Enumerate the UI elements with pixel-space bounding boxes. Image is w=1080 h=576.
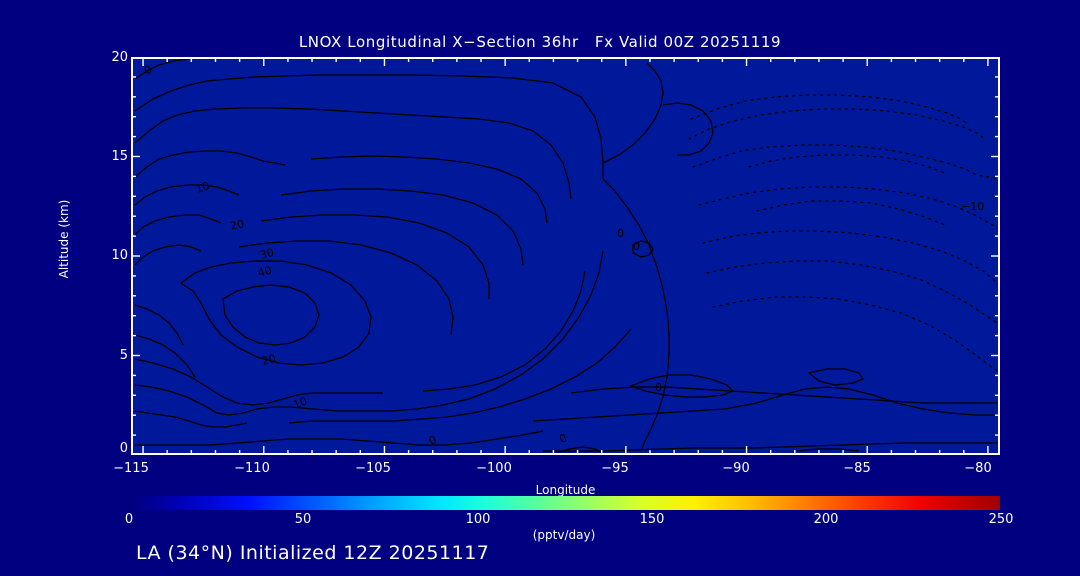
contour-zero-lens-small	[807, 368, 864, 386]
xtick-label-3: −100	[476, 461, 512, 476]
ytick-label-0: 0	[119, 441, 128, 456]
contour-label-40-core: 40	[256, 264, 273, 280]
contour-level-neg10-f	[706, 260, 998, 325]
xtick-label-6: −85	[843, 461, 871, 476]
contour-zero-east-boundary	[602, 178, 670, 452]
contour-level-50	[134, 244, 202, 266]
contour-level-neg10-a	[690, 94, 970, 126]
contour-level-0-top-envelope	[134, 74, 604, 179]
contour-surface-0	[135, 430, 544, 446]
contour-level-neg10-c	[692, 144, 998, 180]
contour-surface-bump-b	[796, 448, 860, 452]
contour-label-0-lower: 0	[427, 433, 439, 448]
contour-lower-30	[134, 358, 383, 406]
contour-lower-40	[134, 304, 184, 346]
contour-lower-10-right	[288, 328, 632, 424]
contour-label-10-left: 10	[194, 179, 211, 196]
page-title: LNOX Longitudinal X−Section 36hr Fx Vali…	[298, 33, 782, 51]
xtick-label-0: −115	[113, 461, 149, 476]
contour-level-10-upper	[134, 107, 572, 200]
xtick-label-4: −95	[601, 461, 629, 476]
contour-zero-upper-east	[602, 62, 664, 164]
ytick-label-10: 10	[111, 248, 128, 263]
contour-level-50-b	[238, 240, 454, 336]
contour-level-30-upper-b	[280, 188, 524, 266]
contour-level-40-upper-b	[260, 214, 490, 299]
colorbar-units-label: (pptv/day)	[532, 528, 596, 542]
xtick-label-2: −105	[355, 461, 391, 476]
contour-level-10-mid	[262, 160, 286, 166]
ytick-label-15: 15	[111, 149, 128, 164]
plot-area: 0 10 20 30 40 20 10 0 0 0 0 0 −10	[131, 57, 1000, 455]
contour-level-30-upper	[134, 184, 240, 206]
contour-level-0-upper	[134, 59, 190, 80]
y-axis-label: Altitude (km)	[57, 199, 71, 279]
colorbar-tick-0: 0	[124, 512, 134, 527]
contour-lower-50	[134, 334, 196, 378]
colorbar-tick-5: 250	[988, 512, 1014, 527]
contour-level-20-upper-b	[310, 155, 548, 224]
contour-label-0-lens: 0	[655, 381, 662, 394]
contour-zero-lower-right-b	[532, 386, 998, 422]
colorbar-tick-2: 100	[465, 512, 491, 527]
contour-level-neg10-g	[712, 296, 998, 373]
contour-level-neg10-d	[698, 186, 998, 229]
contour-label-0-topleft: 0	[142, 63, 155, 78]
contour-label-neg10-right: −10	[961, 200, 984, 213]
contour-zero-lens	[629, 374, 735, 398]
contour-surface-right	[543, 442, 998, 452]
contour-level-70-core	[222, 284, 320, 346]
ytick-label-5: 5	[119, 348, 128, 363]
figure-caption: LA (34°N) Initialized 12Z 20251117	[136, 542, 490, 564]
contour-label-0-bottom: 0	[558, 431, 569, 446]
colorbar	[128, 496, 1000, 510]
contour-level-40-upper	[134, 214, 222, 236]
contour-label-20-lower: 20	[261, 352, 278, 368]
x-axis-label: Longitude	[535, 483, 596, 497]
contour-level-60	[179, 260, 372, 366]
contour-level-neg20-a	[748, 154, 946, 174]
contour-zero-upper-east-b	[662, 102, 714, 156]
contour-label-20-left: 20	[229, 217, 245, 233]
contour-label-0-mid2: 0	[617, 227, 624, 240]
xtick-label-1: −110	[234, 461, 270, 476]
contour-zero-cell-mid	[632, 240, 654, 258]
contour-lower-20	[134, 250, 604, 416]
contour-labels: 0 10 20 30 40 20 10 0 0 0 0 0 −10	[142, 63, 985, 448]
ytick-label-20: 20	[111, 50, 128, 65]
contour-plot-svg: 0 10 20 30 40 20 10 0 0 0 0 0 −10	[134, 59, 998, 453]
contour-label-30-left: 30	[259, 246, 276, 262]
contour-level-neg10-b	[688, 108, 986, 140]
contour-lower-10-left	[134, 410, 248, 428]
colorbar-tick-1: 50	[294, 512, 312, 527]
contour-label-10-lower: 10	[291, 394, 309, 411]
xtick-label-7: −80	[964, 461, 992, 476]
colorbar-tick-4: 200	[813, 512, 839, 527]
contour-zero-lower-right-a	[570, 386, 998, 404]
colorbar-tick-3: 150	[639, 512, 665, 527]
colorbar-gradient	[128, 496, 1000, 510]
contour-level-neg20-b	[756, 200, 946, 226]
contour-lower-30-b	[422, 270, 586, 392]
contour-level-20-upper	[134, 150, 264, 178]
contour-level-neg10-e	[702, 230, 998, 286]
contour-label-0-mid: 0	[633, 240, 640, 253]
contour-surface-bump-a	[556, 446, 604, 453]
xtick-label-5: −90	[722, 461, 750, 476]
